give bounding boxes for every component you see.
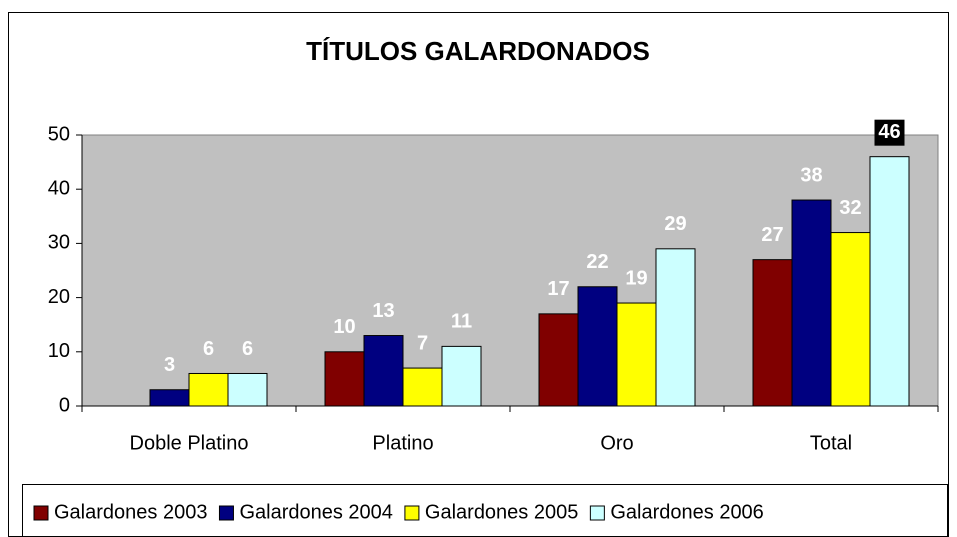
bar	[830, 232, 871, 407]
y-tick-label: 0	[59, 394, 70, 416]
bar	[616, 302, 657, 407]
bar	[752, 259, 793, 407]
value-label: 17	[547, 278, 569, 300]
bar	[869, 156, 910, 407]
legend-label: Galardones 2006	[610, 501, 763, 523]
value-label: 27	[761, 224, 783, 246]
value-label: 10	[333, 316, 355, 338]
x-tick-label: Total	[810, 432, 852, 454]
legend-swatch	[589, 505, 605, 521]
bar	[791, 199, 832, 407]
bar	[441, 345, 482, 407]
x-tick-label: Platino	[372, 432, 433, 454]
bar	[655, 248, 696, 407]
legend-box	[22, 484, 948, 537]
legend-label: Galardones 2005	[425, 501, 578, 523]
value-label: 46	[878, 121, 900, 143]
value-label: 6	[203, 338, 214, 360]
bar	[577, 286, 618, 407]
bar	[227, 372, 268, 407]
bar	[538, 313, 579, 407]
value-label: 7	[417, 332, 428, 354]
y-tick-label: 30	[48, 232, 70, 254]
value-label: 29	[664, 213, 686, 235]
value-label: 6	[242, 338, 253, 360]
value-label: 32	[839, 197, 861, 219]
label-highlight	[874, 119, 905, 146]
value-label: 13	[372, 300, 394, 322]
value-label: 38	[800, 164, 822, 186]
y-tick-label: 40	[48, 177, 70, 199]
value-label: 3	[164, 354, 175, 376]
bar	[363, 335, 404, 407]
legend-label: Galardones 2004	[239, 501, 392, 523]
legend-swatch	[404, 505, 420, 521]
y-tick-label: 20	[48, 286, 70, 308]
y-tick-label: 50	[48, 123, 70, 145]
legend-swatch	[33, 505, 49, 521]
legend-swatch	[218, 505, 234, 521]
x-tick-label: Doble Platino	[130, 432, 249, 454]
legend-label: Galardones 2003	[54, 501, 207, 523]
y-tick-label: 10	[48, 340, 70, 362]
bar	[188, 372, 229, 407]
bar	[149, 389, 190, 407]
value-label: 19	[625, 267, 647, 289]
chart-title: TÍTULOS GALARDONADOS	[306, 36, 650, 66]
bar	[402, 367, 443, 407]
value-label: 11	[451, 311, 472, 333]
x-tick-label: Oro	[600, 432, 633, 454]
value-label: 22	[586, 251, 608, 273]
bar	[324, 351, 365, 407]
